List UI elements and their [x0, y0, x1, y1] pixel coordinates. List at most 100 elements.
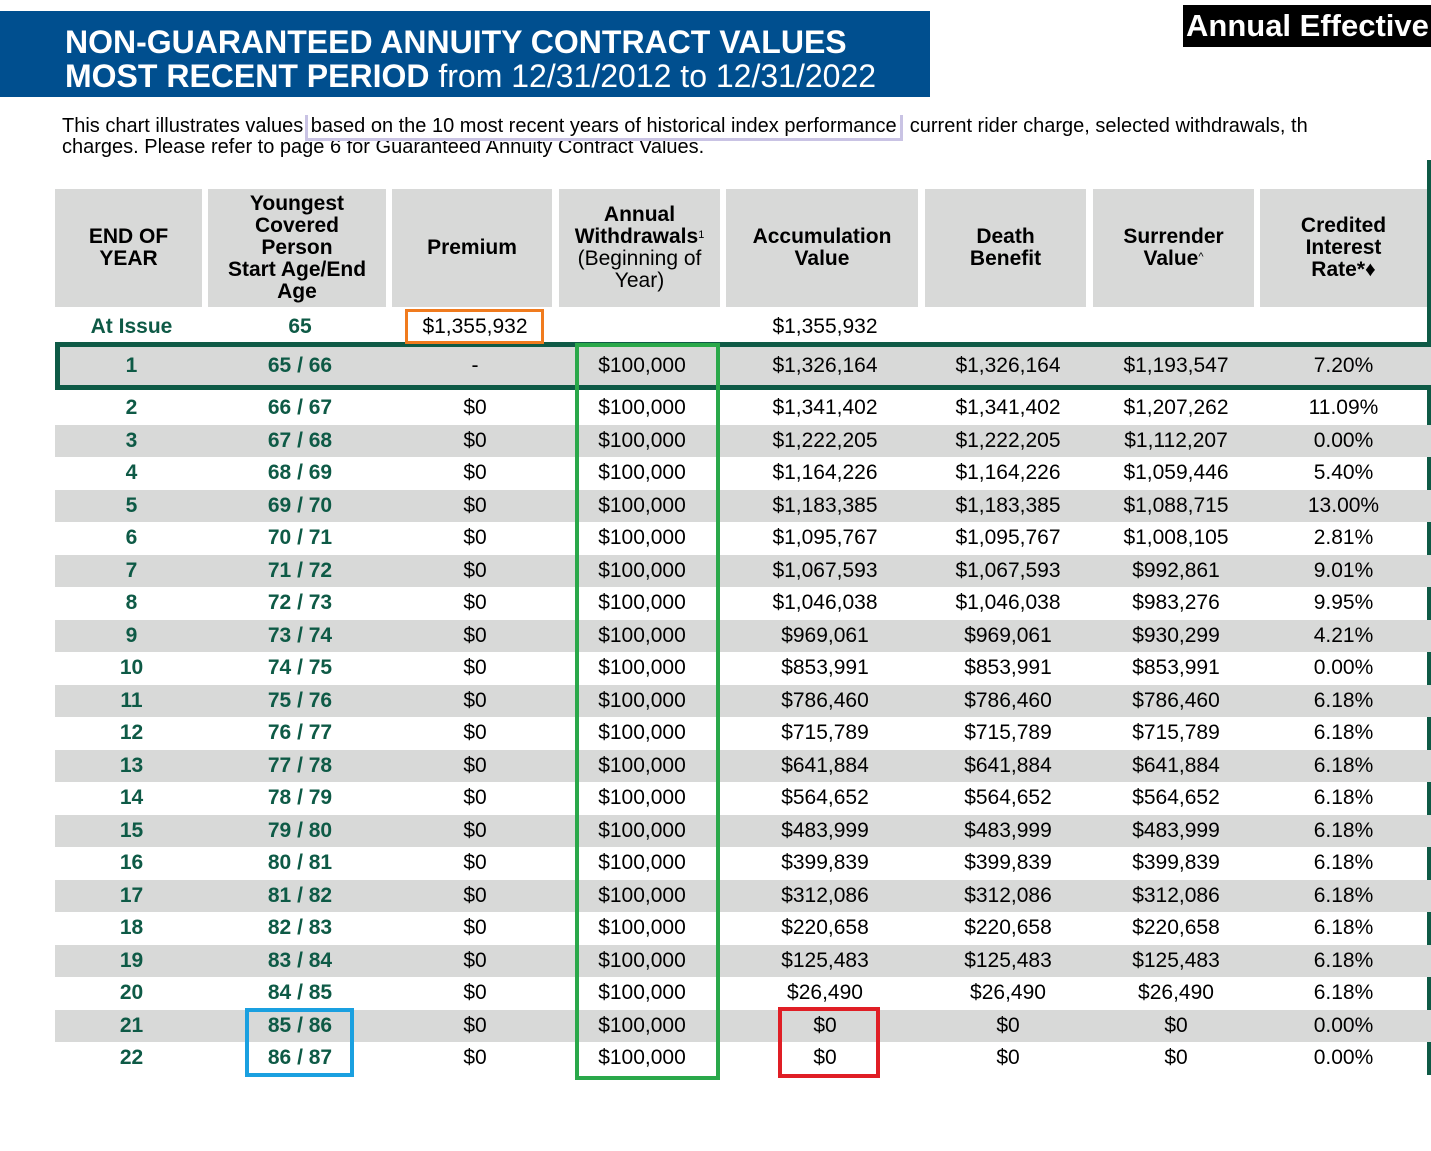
cell-accumulation: $399,839 [781, 851, 869, 874]
cell-surrender: $1,207,262 [1123, 396, 1229, 419]
header-text: Value [1143, 247, 1199, 270]
cell-credited-rate: 6.18% [1313, 883, 1374, 907]
cell-credited-rate: 7.20% [1313, 354, 1374, 377]
cell-premium: $0 [463, 851, 487, 874]
cell-withdrawal: $100,000 [598, 1046, 686, 1069]
intro-before: This chart illustrates values [62, 115, 309, 137]
cell-age: 65 / 66 [267, 354, 333, 377]
cell-accumulation: $220,658 [781, 916, 869, 939]
cell-age: 86 / 87 [267, 1046, 333, 1069]
cell-premium: $0 [463, 948, 487, 972]
cell-premium: $0 [463, 883, 487, 907]
cell-year: 11 [120, 688, 143, 712]
cell-accumulation: $564,652 [781, 786, 869, 809]
cell-death-benefit: $969,061 [964, 623, 1052, 647]
table-row: 21 85 / 86 $0 $100,000 $0 $0 $0 0.00% [55, 1009, 1431, 1042]
header-text: YEAR [99, 247, 158, 270]
cell-withdrawal: $100,000 [598, 428, 686, 452]
cell-year: 7 [125, 558, 138, 582]
table-row: 18 82 / 83 $0 $100,000 $220,658 $220,658 $220,… [55, 912, 1431, 944]
cell-surrender: $0 [1164, 1046, 1188, 1069]
cell-age: 77 / 78 [267, 753, 333, 777]
cell-accumulation: $1,164,226 [772, 461, 878, 484]
cell-withdrawal: $100,000 [598, 656, 686, 679]
header-age: Youngest Covered Person Start Age/End Age [208, 189, 386, 307]
header-death-benefit: Death Benefit [925, 189, 1086, 307]
table-row: 9 73 / 74 $0 $100,000 $969,061 $969,061 $930,2… [55, 619, 1431, 652]
title-banner: NON-GUARANTEED ANNUITY CONTRACT VALUES M… [0, 11, 930, 97]
cell-surrender: $853,991 [1132, 656, 1220, 679]
cell-age: 78 / 79 [267, 786, 333, 809]
cell-credited-rate: 5.40% [1313, 461, 1374, 484]
cell-surrender: $312,086 [1132, 883, 1220, 907]
header-accumulation: Accumulation Value [726, 189, 918, 307]
cell-surrender: $1,193,547 [1123, 354, 1229, 377]
header-end-of-year: END OF YEAR [55, 189, 202, 307]
cell-death-benefit: $1,222,205 [955, 428, 1061, 452]
table-row: 2 66 / 67 $0 $100,000 $1,341,402 $1,341,402 $1… [55, 392, 1431, 424]
cell-surrender: $564,652 [1132, 786, 1220, 809]
subtitle-bold: MOST RECENT PERIOD [65, 58, 430, 94]
header-text: Surrender [1123, 225, 1224, 248]
cell-premium: $0 [463, 721, 487, 744]
header-text: Withdrawals [574, 225, 699, 248]
cell-credited-rate: 0.00% [1313, 1046, 1374, 1069]
cell-credited-rate: 9.95% [1313, 591, 1374, 614]
cell-premium: $0 [463, 461, 487, 484]
cell-surrender: $1,088,715 [1123, 493, 1229, 517]
cell-withdrawal: $100,000 [598, 916, 686, 939]
cell-death-benefit: $125,483 [964, 948, 1052, 972]
cell-death-benefit: $483,999 [964, 818, 1052, 842]
header-text: Covered [254, 214, 339, 237]
cell-premium: $0 [463, 916, 487, 939]
cell-accumulation: $125,483 [781, 948, 869, 972]
cell-age: 79 / 80 [267, 818, 333, 842]
cell-death-benefit: $0 [996, 1013, 1020, 1037]
cell-age: 72 / 73 [267, 591, 333, 614]
cell-withdrawal: $100,000 [598, 981, 686, 1004]
header-text: Credited [1300, 214, 1387, 237]
cell-premium: $0 [463, 1046, 487, 1069]
cell-year: 14 [119, 786, 144, 809]
cell-age: 76 / 77 [267, 721, 333, 744]
cell-age: 71 / 72 [267, 558, 333, 582]
table-row: 6 70 / 71 $0 $100,000 $1,095,767 $1,095,767 $1… [55, 522, 1431, 554]
cell-premium: $0 [463, 591, 487, 614]
cell-credited-rate: 2.81% [1313, 526, 1374, 549]
table-row: 20 84 / 85 $0 $100,000 $26,490 $26,490 $26,490… [55, 977, 1431, 1009]
cell-premium: $0 [463, 1013, 487, 1037]
header-text: Age [277, 280, 317, 303]
cell-accumulation: $853,991 [781, 656, 869, 679]
cell-credited-rate: 9.01% [1313, 558, 1374, 582]
table-row: 15 79 / 80 $0 $100,000 $483,999 $483,999 $483,… [55, 814, 1431, 847]
corner-label: Annual Effective [1183, 5, 1431, 47]
cell-withdrawal: $100,000 [598, 753, 686, 777]
cell-credited-rate: 6.18% [1313, 851, 1374, 874]
cell-death-benefit: $1,046,038 [955, 591, 1061, 614]
cell-credited-rate: 6.18% [1313, 786, 1374, 809]
cell-age: 73 / 74 [267, 623, 333, 647]
cell-withdrawal: $100,000 [598, 558, 686, 582]
header-text: Year) [614, 269, 665, 292]
table-row: 11 75 / 76 $0 $100,000 $786,460 $786,460 $786,… [55, 684, 1431, 717]
table-row: 7 71 / 72 $0 $100,000 $1,067,593 $1,067,593 $9… [55, 554, 1431, 587]
issue-age: 65 [288, 315, 312, 338]
cell-accumulation: $483,999 [781, 818, 869, 842]
cell-credited-rate: 0.00% [1313, 1013, 1374, 1037]
right-border-rule [1427, 160, 1431, 1075]
cell-death-benefit: $1,067,593 [955, 558, 1061, 582]
cell-premium: $0 [463, 396, 487, 419]
cell-surrender: $786,460 [1132, 688, 1220, 712]
cell-surrender: $399,839 [1132, 851, 1220, 874]
cell-premium: $0 [463, 428, 487, 452]
table-row: 12 76 / 77 $0 $100,000 $715,789 $715,789 $715,… [55, 717, 1431, 749]
table-row: 14 78 / 79 $0 $100,000 $564,652 $564,652 $564,… [55, 782, 1431, 814]
table-row: 5 69 / 70 $0 $100,000 $1,183,385 $1,183,385 $1… [55, 489, 1431, 522]
cell-year: 22 [119, 1046, 144, 1069]
cell-death-benefit: $220,658 [964, 916, 1052, 939]
cell-year: 17 [119, 883, 144, 907]
header-text: Premium [427, 236, 517, 259]
cell-year: 2 [125, 396, 138, 419]
issue-row: At Issue 65 $1,355,932 $1,355,932 [55, 311, 1431, 343]
cell-death-benefit: $399,839 [964, 851, 1052, 874]
